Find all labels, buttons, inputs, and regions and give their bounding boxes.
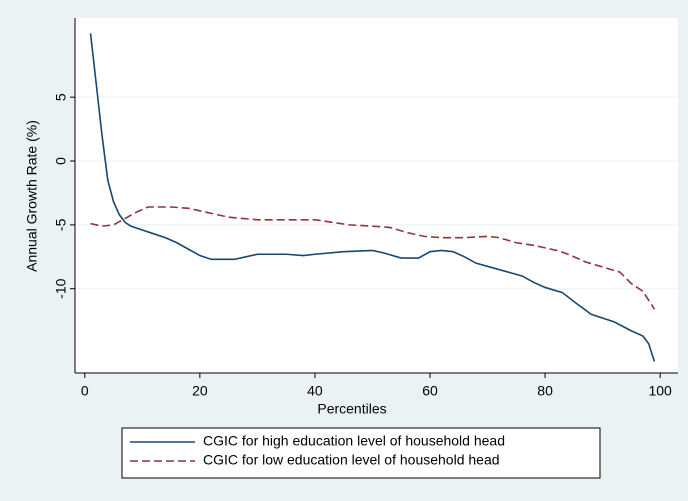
y-tick-label: 5 <box>53 93 69 101</box>
legend-label: CGIC for high education level of househo… <box>203 433 505 449</box>
x-tick-label: 100 <box>648 383 672 399</box>
y-tick-label: -5 <box>53 218 69 231</box>
data-line <box>90 206 656 310</box>
x-tick-label: 40 <box>307 383 323 399</box>
plot-area <box>75 18 678 373</box>
y-tick-label: -10 <box>53 278 69 298</box>
legend-label: CGIC for low education level of househol… <box>203 452 500 468</box>
x-tick-label: 20 <box>192 383 208 399</box>
data-line <box>89 33 656 362</box>
legend <box>121 427 601 479</box>
x-tick-label: 0 <box>81 383 89 399</box>
x-axis-label: Percentiles <box>317 401 386 417</box>
x-tick-label: 80 <box>537 383 553 399</box>
y-tick-label: 0 <box>53 157 69 165</box>
x-tick-label: 60 <box>422 383 438 399</box>
y-axis-label: Annual Growth Rate (%) <box>24 120 40 272</box>
